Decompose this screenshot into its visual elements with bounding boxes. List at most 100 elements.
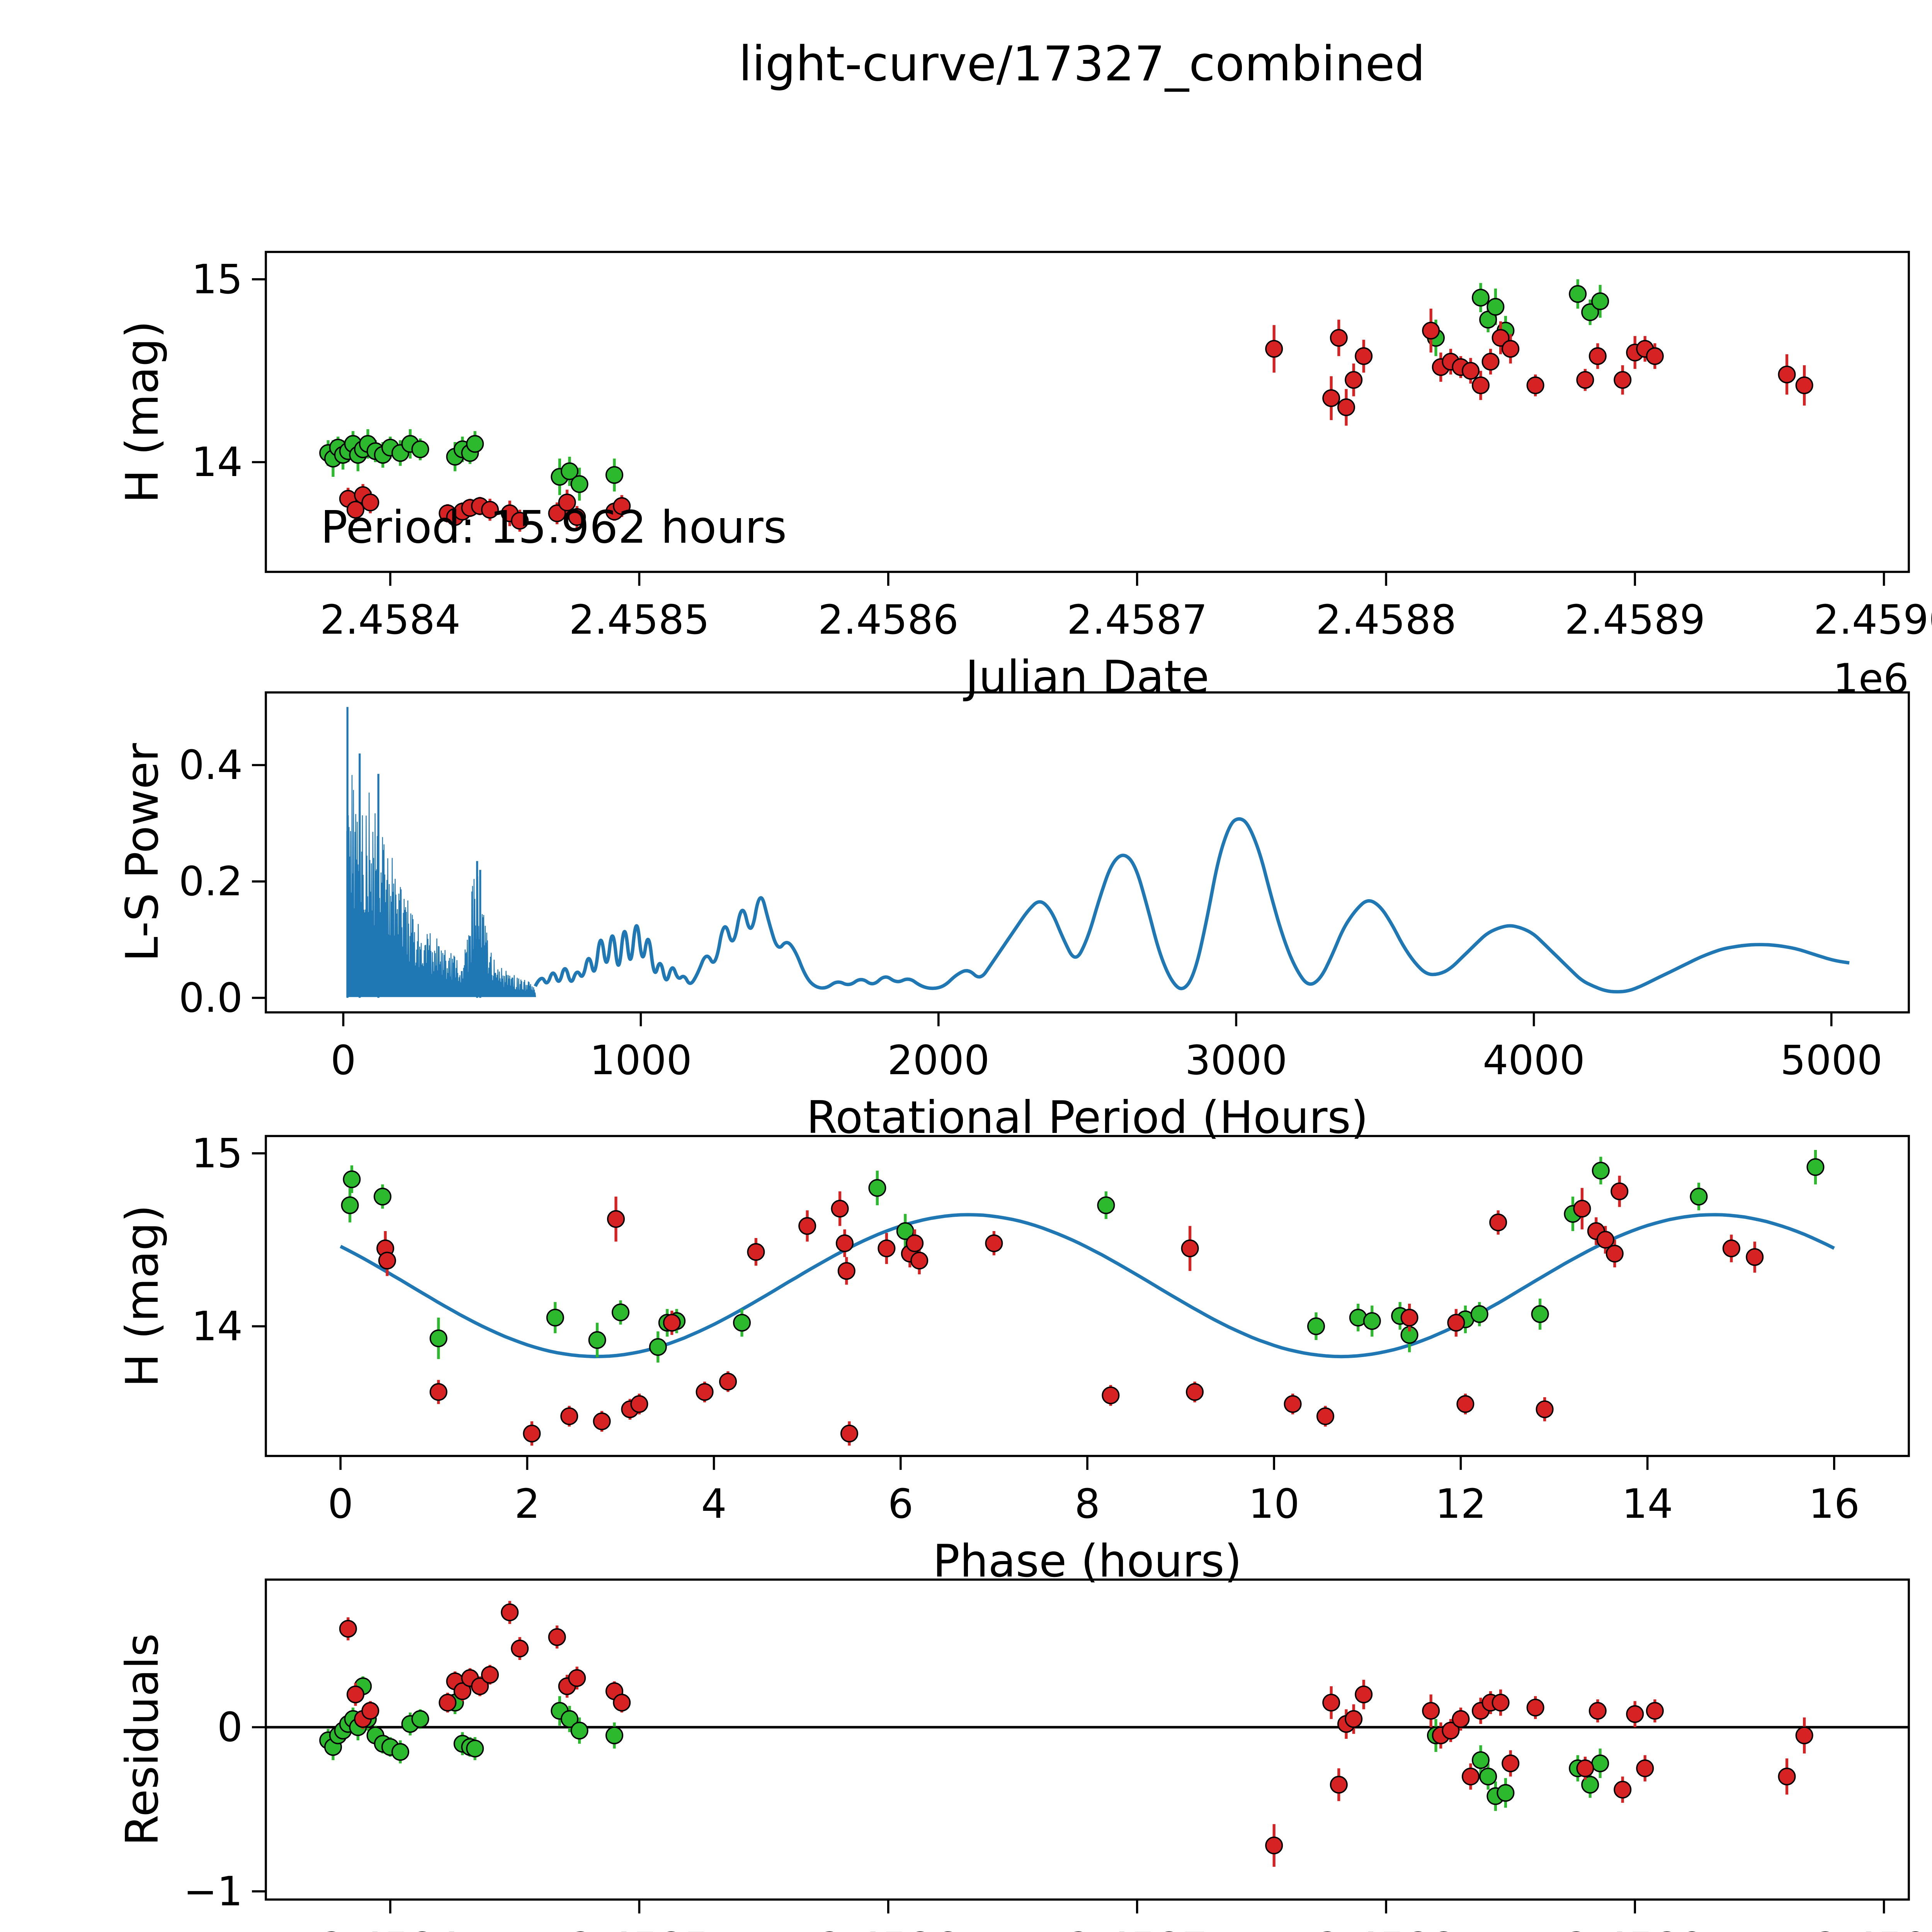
x-tick-label: 2.4590 (1814, 596, 1932, 643)
scatter-series-red (339, 308, 1813, 532)
data-point (1526, 376, 1544, 395)
axes-frame (265, 1578, 1910, 1901)
data-point (1472, 376, 1490, 395)
y-axis-label: H (mag) (116, 1205, 168, 1387)
data-point (429, 1383, 447, 1401)
data-point (568, 1669, 586, 1687)
data-point (612, 1303, 630, 1321)
subplot-residuals: 2.4584 2.4585 2.4586 2.4587 2.4588 2.4589 2.45… (116, 1578, 1932, 1932)
data-point (453, 1682, 471, 1700)
data-point (1337, 398, 1355, 417)
data-point (1795, 1726, 1813, 1745)
data-point (1581, 303, 1599, 321)
scatter-series-green (319, 1676, 1609, 1811)
data-point (1596, 1231, 1614, 1249)
data-point (501, 1603, 519, 1621)
data-point (481, 1666, 499, 1684)
data-point (1472, 1751, 1490, 1769)
x-tick-label: 0 (330, 1037, 356, 1084)
data-point (343, 1170, 361, 1189)
x-tick-label: 10 (1248, 1480, 1299, 1527)
data-point (630, 1395, 648, 1413)
x-tick-label: 2.4588 (1316, 1924, 1456, 1932)
data-point (466, 435, 484, 453)
data-point (837, 1262, 855, 1280)
data-point (1502, 1754, 1520, 1772)
data-point (1576, 371, 1594, 389)
data-point (1462, 362, 1480, 380)
data-point (1181, 1239, 1199, 1257)
x-tick-label: 2.4585 (569, 1924, 709, 1932)
data-point (1284, 1395, 1302, 1413)
data-point (378, 1252, 396, 1270)
data-point (1322, 1694, 1340, 1712)
data-point (1316, 1407, 1335, 1425)
data-point (605, 466, 624, 484)
data-point (1265, 340, 1283, 358)
data-point (1330, 1776, 1348, 1794)
data-point (840, 1425, 859, 1443)
y-tick-label: 0.0 (179, 974, 243, 1021)
data-point (1345, 1710, 1363, 1728)
x-tick-label: 6 (888, 1480, 913, 1527)
data-point (570, 475, 588, 493)
data-point (1497, 1784, 1515, 1802)
data-point (588, 1331, 606, 1349)
data-point (1591, 292, 1609, 310)
x-tick-label: 2.4589 (1565, 1924, 1705, 1932)
data-point (1626, 1705, 1644, 1723)
data-point (1472, 289, 1490, 307)
data-point (1492, 1694, 1510, 1712)
x-tick-label: 2.4585 (569, 596, 709, 643)
data-point (649, 1338, 667, 1356)
data-point (1265, 1836, 1283, 1854)
y-axis-label: H (mag) (116, 321, 168, 503)
data-point (558, 493, 576, 512)
figure-title: light-curve/17327_combined (739, 36, 1425, 92)
data-point (1452, 1710, 1470, 1728)
data-point (373, 1187, 391, 1206)
data-point (1795, 376, 1813, 395)
x-axis-label: Julian Date (963, 651, 1209, 703)
data-point (1447, 1314, 1465, 1332)
data-point (1592, 1162, 1610, 1180)
y-tick-label: 0.4 (179, 742, 243, 789)
data-point (1307, 1317, 1325, 1335)
data-point (346, 501, 364, 519)
axes-frame (265, 251, 1910, 573)
scatter-series-red (376, 1175, 1764, 1446)
data-point (439, 1694, 457, 1712)
data-point (1778, 1767, 1796, 1786)
data-point (607, 1210, 625, 1228)
subplot-jd-lightcurve: 2.4584 2.4585 2.4586 2.4587 2.4588 2.4589 2.45… (116, 251, 1932, 703)
data-point (1400, 1309, 1418, 1327)
periodogram-curve (534, 817, 1850, 993)
y-tick-label: 15 (192, 256, 243, 303)
data-point (1531, 1305, 1549, 1323)
data-point (361, 493, 379, 512)
data-point (1330, 329, 1348, 347)
data-point (1442, 1721, 1460, 1740)
data-point (1345, 371, 1363, 389)
data-point (1646, 347, 1664, 365)
x-tick-label: 12 (1435, 1480, 1486, 1527)
data-point (733, 1314, 751, 1332)
data-point (663, 1314, 681, 1332)
data-point (511, 1639, 529, 1658)
data-point (1573, 1200, 1591, 1218)
x-tick-label: 2.4587 (1067, 596, 1208, 643)
x-tick-label: 4000 (1483, 1037, 1585, 1084)
data-point (1462, 1767, 1480, 1786)
data-point (1470, 1305, 1488, 1323)
data-point (523, 1425, 541, 1443)
y-axis-label: L-S Power (116, 743, 168, 962)
data-point (696, 1383, 714, 1401)
data-point (1576, 1759, 1594, 1777)
axis-offset-text: 1e6 (1833, 655, 1909, 702)
data-point (511, 512, 529, 530)
data-point (1489, 1213, 1507, 1231)
data-point (1456, 1395, 1475, 1413)
